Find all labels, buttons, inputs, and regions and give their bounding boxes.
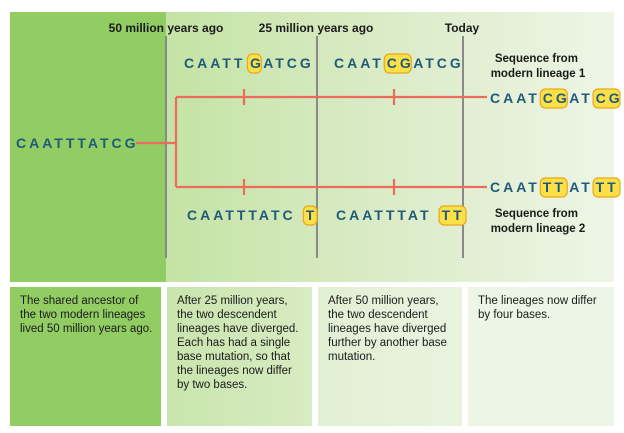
mutation-highlight [592, 177, 621, 198]
mutation-highlight [383, 53, 412, 74]
caption-bg-4 [468, 287, 614, 426]
sequence-segment: CAAT [334, 55, 384, 71]
mutated-bases: T [306, 207, 318, 223]
sequence-segment: AT [569, 90, 593, 106]
mutated-bases: TT [596, 179, 619, 195]
mutated-bases: CG [387, 55, 414, 71]
sequence-segment: ATCG [263, 55, 314, 71]
caption-bg-1 [10, 287, 161, 426]
mutated-bases: TT [543, 179, 566, 195]
sequence-segment: CAATT [184, 55, 245, 71]
caption-bg-2 [167, 287, 312, 426]
seq-upper-mid: CAAT CG ATCG [334, 53, 464, 74]
panel-ancestor-bg [10, 12, 166, 282]
sequence-segment: CAATTTAT [336, 207, 432, 223]
seq-upper-today: CAAT CG AT CG [490, 88, 623, 109]
sequence-segment: ATCG [413, 55, 464, 71]
mutation-highlight [302, 205, 318, 226]
tree-branches [136, 89, 487, 195]
sequence-segment: CAAT [490, 90, 540, 106]
sequence-segment: CAAT [490, 179, 540, 195]
caption-today: The lineages now differ by four bases. [478, 295, 597, 321]
mutation-highlight [539, 177, 568, 198]
mutation-highlight [438, 205, 467, 226]
time-label-today: Today [445, 21, 480, 35]
mutation-highlight [539, 88, 568, 109]
time-label-50mya: 50 million years ago [109, 21, 224, 35]
seq-upper-25mya: CAATT G ATCG [184, 53, 314, 74]
caption-50-million-years: After 50 million years, the two descende… [328, 295, 447, 363]
mutation-highlight [592, 88, 621, 109]
seq-lower-today: CAAT TT AT TT [490, 177, 621, 198]
sequence-segment: AT [569, 179, 593, 195]
seq-lower-25mya: CAATTTATC T [187, 205, 318, 226]
ancestor-sequence: CAATTTATCG [16, 135, 139, 151]
mutated-bases: CG [543, 90, 570, 106]
caption-bg-3 [318, 287, 462, 426]
time-label-25mya: 25 million years ago [259, 21, 374, 35]
mutated-bases: G [250, 55, 264, 71]
mutation-highlight [246, 53, 262, 74]
caption-25-million-years: After 25 million years, the two descende… [177, 295, 299, 391]
mutated-bases: TT [442, 207, 465, 223]
seq-lower-mid: CAATTTAT TT [336, 205, 467, 226]
lineage1-label: Sequence from modern lineage 1 [491, 53, 586, 80]
caption-ancestor: The shared ancestor of the two modern li… [20, 295, 153, 335]
sequence-segment: CAATTTATC [187, 207, 296, 223]
mutated-bases: CG [596, 90, 623, 106]
lineage2-label: Sequence from modern lineage 2 [491, 208, 586, 235]
